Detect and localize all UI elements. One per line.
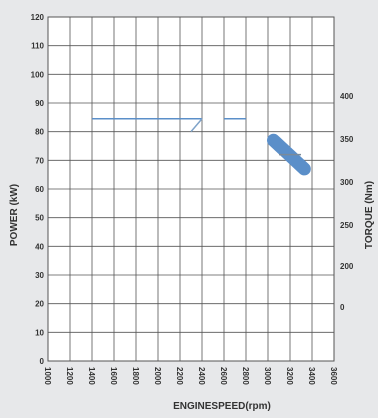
y-left-tick-label: 10	[35, 328, 44, 337]
x-tick-label: 3000	[263, 367, 272, 385]
y-axis-right-label: TORQUE (Nm)	[364, 181, 375, 249]
grid	[47, 16, 335, 362]
x-tick-label: 2600	[219, 367, 228, 385]
y-right-tick-label: 400	[340, 92, 354, 101]
tick-labels: 0 10 20 30 40 50 60 70 80 90 100 110 120 1000 1200 1400…	[31, 13, 354, 385]
x-tick-label: 3400	[307, 367, 316, 385]
x-tick-label: 3600	[329, 367, 338, 385]
y-left-tick-label: 50	[35, 214, 44, 223]
y-left-tick-label: 40	[35, 242, 44, 251]
y-right-tick-label: 300	[340, 178, 354, 187]
x-axis-label: ENGINESPEED(rpm)	[173, 401, 271, 412]
y-left-tick-label: 100	[31, 70, 45, 79]
y-right-tick-label: 200	[340, 262, 354, 271]
x-tick-label: 1600	[109, 367, 118, 385]
y-left-tick-label: 80	[35, 128, 44, 137]
x-tick-label: 2800	[241, 367, 250, 385]
x-tick-label: 2200	[175, 367, 184, 385]
series	[92, 118, 311, 176]
x-tick-label: 2400	[197, 367, 206, 385]
x-tick-label: 1400	[87, 367, 96, 385]
y-left-tick-label: 20	[35, 300, 44, 309]
y-left-tick-label: 110	[31, 42, 44, 51]
y-left-tick-label: 120	[31, 13, 45, 22]
x-tick-label: 1800	[131, 367, 140, 385]
y-axis-left-label: POWER (kW)	[9, 184, 20, 246]
y-left-tick-label: 70	[35, 156, 44, 165]
x-tick-label: 2000	[153, 367, 162, 385]
x-tick-label: 3200	[285, 367, 294, 385]
series-line	[190, 118, 203, 133]
x-tick-label: 1000	[43, 367, 52, 385]
y-left-tick-label: 60	[35, 185, 44, 194]
y-right-tick-label: 250	[340, 221, 354, 230]
y-left-tick-label: 0	[40, 357, 45, 366]
y-right-tick-label: 0	[340, 303, 345, 312]
y-left-tick-label: 90	[35, 99, 44, 108]
x-tick-label: 1200	[65, 367, 74, 385]
y-left-tick-label: 30	[35, 271, 44, 280]
y-right-tick-label: 350	[340, 135, 354, 144]
